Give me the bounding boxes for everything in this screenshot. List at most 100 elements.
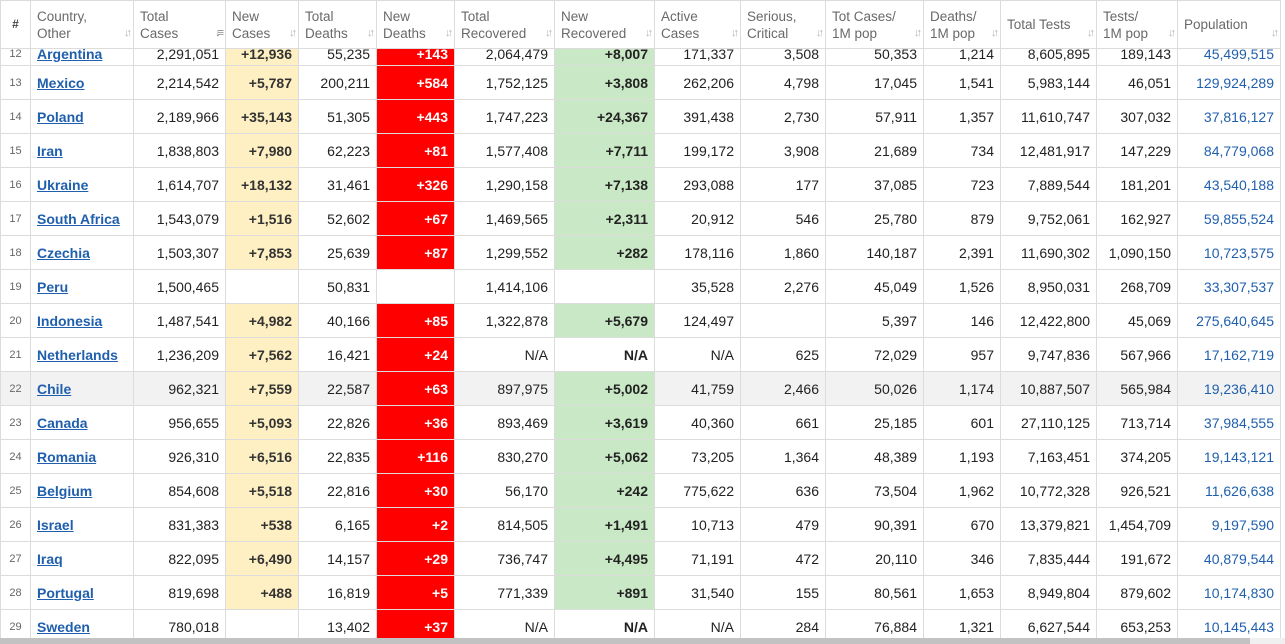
sort-arrows-icon[interactable]: ↓↑ xyxy=(367,27,375,39)
col-header-serious[interactable]: Serious, Critical ↓↑ xyxy=(740,0,826,49)
deaths-per-million-cell: 1,214 xyxy=(923,48,1001,66)
sort-arrows-icon[interactable]: ↓↑ xyxy=(914,27,922,39)
country-link[interactable]: Netherlands xyxy=(37,346,118,363)
new-cases-cell xyxy=(225,269,299,304)
country-link[interactable]: Belgium xyxy=(37,482,93,499)
country-link[interactable]: Romania xyxy=(37,448,97,465)
sort-arrows-icon[interactable]: ↓↑ xyxy=(1168,27,1176,39)
col-header-population[interactable]: Population ↓↑ xyxy=(1177,0,1281,49)
country-link[interactable]: Canada xyxy=(37,414,88,431)
total-cases-cell: 1,500,465 xyxy=(133,269,226,304)
country-link[interactable]: Indonesia xyxy=(37,312,103,329)
sort-arrows-icon[interactable]: ↓↑ xyxy=(545,27,553,39)
new-deaths-cell: +443 xyxy=(376,99,455,134)
col-header-cases-per-million[interactable]: Tot Cases/ 1M pop ↓↑ xyxy=(825,0,924,49)
table-row: 24 Romania 926,310 +6,516 22,835 +116 830,270 +… xyxy=(0,439,1281,474)
col-header-new-deaths[interactable]: New Deaths ↓↑ xyxy=(376,0,455,49)
population-cell: 45,499,515 xyxy=(1177,48,1281,66)
country-link[interactable]: Peru xyxy=(37,278,69,295)
new-recovered-cell: +7,138 xyxy=(554,167,655,202)
country-link[interactable]: Argentina xyxy=(37,48,103,62)
total-recovered-cell: 1,290,158 xyxy=(454,167,555,202)
active-cases-cell: 391,438 xyxy=(654,99,741,134)
active-cases-cell: 124,497 xyxy=(654,303,741,338)
country-link[interactable]: Iran xyxy=(37,142,63,159)
serious-critical-cell: 155 xyxy=(740,575,826,610)
active-cases-cell: 41,759 xyxy=(654,371,741,406)
new-recovered-cell: +5,002 xyxy=(554,371,655,406)
new-recovered-cell: +891 xyxy=(554,575,655,610)
country-link[interactable]: Mexico xyxy=(37,74,85,91)
country-link[interactable]: Ukraine xyxy=(37,176,89,193)
col-header-active-cases[interactable]: Active Cases ↓↑ xyxy=(654,0,741,49)
sort-arrows-icon[interactable]: ↓↑ xyxy=(445,27,453,39)
sort-arrows-icon[interactable]: ↓↑ xyxy=(991,27,999,39)
col-header-total-tests[interactable]: Total Tests ↓↑ xyxy=(1000,0,1097,49)
col-header-country[interactable]: Country, Other ↓↑ xyxy=(30,0,134,49)
serious-critical-cell: 636 xyxy=(740,473,826,508)
serious-critical-cell: 1,860 xyxy=(740,235,826,270)
horizontal-scrollbar[interactable] xyxy=(0,638,1285,644)
population-cell: 84,779,068 xyxy=(1177,133,1281,168)
sort-arrows-icon[interactable]: ↓↑ xyxy=(1087,27,1095,39)
country-link[interactable]: Portugal xyxy=(37,584,94,601)
col-header-total-deaths[interactable]: Total Deaths ↓↑ xyxy=(298,0,377,49)
total-recovered-cell: 56,170 xyxy=(454,473,555,508)
sort-arrows-icon[interactable]: ↓↑ xyxy=(289,27,297,39)
population-cell: 9,197,590 xyxy=(1177,507,1281,542)
deaths-per-million-cell: 734 xyxy=(923,133,1001,168)
tests-per-million-cell: 713,714 xyxy=(1096,405,1178,440)
country-link[interactable]: Iraq xyxy=(37,550,63,567)
serious-critical-cell: 2,730 xyxy=(740,99,826,134)
col-header-total-recovered[interactable]: Total Recovered ↓↑ xyxy=(454,0,555,49)
country-link[interactable]: Chile xyxy=(37,380,72,397)
country-link[interactable]: Poland xyxy=(37,108,84,125)
total-deaths-cell: 50,831 xyxy=(298,269,377,304)
col-header-total-cases[interactable]: Total Cases ↓≡ xyxy=(133,0,226,49)
col-header-new-deaths-label: New Deaths xyxy=(383,8,426,41)
table-row: 27 Iraq 822,095 +6,490 14,157 +29 736,747 +4,49… xyxy=(0,541,1281,576)
active-cases-cell: 293,088 xyxy=(654,167,741,202)
sort-arrows-icon[interactable]: ↓↑ xyxy=(645,27,653,39)
active-cases-cell: 262,206 xyxy=(654,65,741,100)
total-tests-cell: 10,772,328 xyxy=(1000,473,1097,508)
table-row: 28 Portugal 819,698 +488 16,819 +5 771,339 +891… xyxy=(0,575,1281,610)
country-link[interactable]: Czechia xyxy=(37,244,90,261)
active-cases-cell: 775,622 xyxy=(654,473,741,508)
population-cell: 40,879,544 xyxy=(1177,541,1281,576)
new-recovered-cell xyxy=(554,269,655,304)
col-header-tests-per-million-label: Tests/ 1M pop xyxy=(1103,8,1149,41)
population-cell: 10,723,575 xyxy=(1177,235,1281,270)
sort-arrows-icon[interactable]: ↓↑ xyxy=(1271,27,1279,39)
active-cases-cell: 35,528 xyxy=(654,269,741,304)
table-row: 22 Chile 962,321 +7,559 22,587 +63 897,975 +5,0… xyxy=(0,371,1281,406)
col-header-new-cases[interactable]: New Cases ↓↑ xyxy=(225,0,299,49)
total-recovered-cell: 897,975 xyxy=(454,371,555,406)
total-recovered-cell: 1,299,552 xyxy=(454,235,555,270)
sort-active-icon[interactable]: ↓≡ xyxy=(215,27,224,39)
country-link[interactable]: Israel xyxy=(37,516,74,533)
sort-arrows-icon[interactable]: ↓↑ xyxy=(124,27,132,39)
total-tests-cell: 9,747,836 xyxy=(1000,337,1097,372)
deaths-per-million-cell: 723 xyxy=(923,167,1001,202)
row-index: 25 xyxy=(0,473,31,508)
serious-critical-cell: 2,466 xyxy=(740,371,826,406)
col-header-cases-per-million-label: Tot Cases/ 1M pop xyxy=(832,8,896,41)
population-cell: 129,924,289 xyxy=(1177,65,1281,100)
sort-arrows-icon[interactable]: ↓↑ xyxy=(731,27,739,39)
country-link[interactable]: South Africa xyxy=(37,210,120,227)
col-header-tests-per-million[interactable]: Tests/ 1M pop ↓↑ xyxy=(1096,0,1178,49)
scrollbar-thumb[interactable] xyxy=(0,638,1250,644)
col-header-deaths-per-million[interactable]: Deaths/ 1M pop ↓↑ xyxy=(923,0,1001,49)
country-link[interactable]: Sweden xyxy=(37,618,90,635)
total-recovered-cell: 893,469 xyxy=(454,405,555,440)
sort-arrows-icon[interactable]: ↓↑ xyxy=(816,27,824,39)
total-tests-cell: 5,983,144 xyxy=(1000,65,1097,100)
col-header-new-recovered[interactable]: New Recovered ↓↑ xyxy=(554,0,655,49)
total-cases-cell: 2,189,966 xyxy=(133,99,226,134)
total-recovered-cell: 1,577,408 xyxy=(454,133,555,168)
country-cell: Iran xyxy=(30,133,134,168)
row-index: 14 xyxy=(0,99,31,134)
total-recovered-cell: 736,747 xyxy=(454,541,555,576)
serious-critical-cell: 625 xyxy=(740,337,826,372)
